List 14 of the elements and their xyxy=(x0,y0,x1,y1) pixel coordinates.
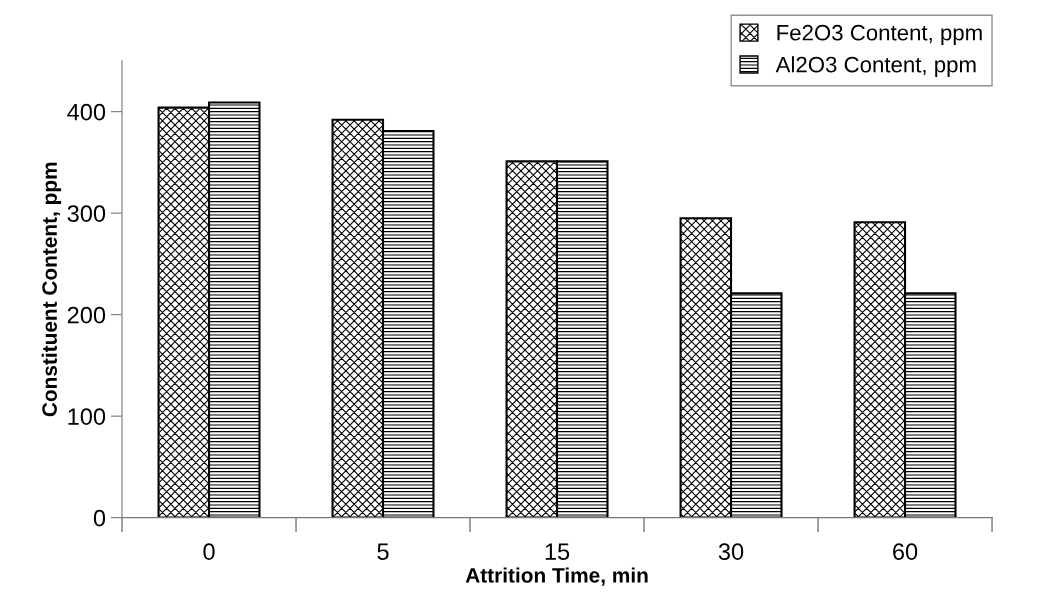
x-tick-label: 0 xyxy=(203,543,215,560)
y-tick-label: 100 xyxy=(68,408,106,425)
y-tick-label: 200 xyxy=(67,306,106,324)
x-tick-label: 60 xyxy=(893,543,918,560)
y-tick-label: 300 xyxy=(67,205,106,222)
legend-label: Fe2O3 Content, ppm xyxy=(777,24,982,45)
x-axis-title: Attrition Time, min xyxy=(465,567,648,586)
y-axis-title: Constituent Content, ppm xyxy=(41,162,62,417)
y-tick-label: 400 xyxy=(67,103,106,121)
x-tick-label: 5 xyxy=(377,543,389,560)
x-tick-label: 15 xyxy=(545,543,570,560)
x-tick-label: 30 xyxy=(718,543,744,560)
legend-label: Al2O3 Content, ppm xyxy=(775,56,976,77)
y-tick-label: 0 xyxy=(93,509,106,527)
